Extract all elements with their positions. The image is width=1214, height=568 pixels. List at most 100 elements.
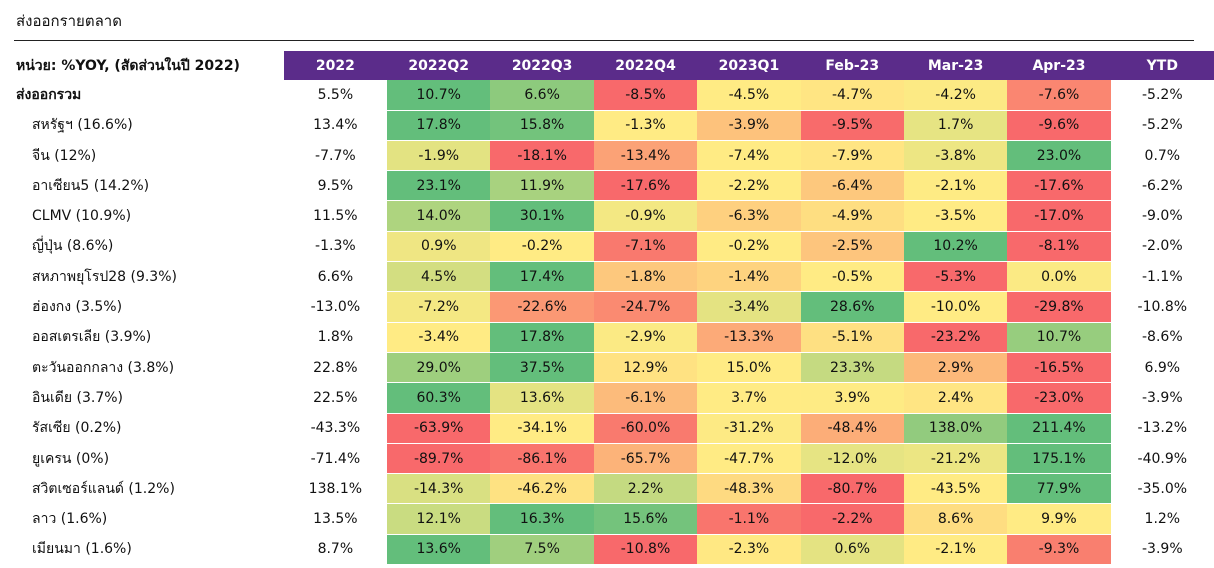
heatmap-cell: -13.3% xyxy=(697,322,801,353)
column-header-2022q2: 2022Q2 xyxy=(387,51,491,81)
heatmap-cell: -0.2% xyxy=(490,231,594,263)
heatmap-cell: -23.0% xyxy=(1007,382,1111,414)
heatmap-cell: 175.1% xyxy=(1007,443,1111,475)
heatmap-cell: 13.6% xyxy=(387,534,491,566)
page-title: ส่งออกรายตลาด xyxy=(16,12,122,30)
table-row: ญี่ปุ่น (8.6%) -1.3% 0.9% -0.2% -7.1% -0.2% -2… xyxy=(12,231,1214,263)
heatmap-cell: -6.3% xyxy=(697,200,801,232)
heatmap-cell: 15.6% xyxy=(593,503,698,535)
row-label: เมียนมา (1.6%) xyxy=(32,541,132,558)
value-cell: 9.5% xyxy=(317,177,354,194)
value-cell: -71.4% xyxy=(310,450,361,467)
value-cell: 22.8% xyxy=(313,359,358,376)
heatmap-cell: 3.9% xyxy=(800,382,904,414)
heatmap-cell: 0.9% xyxy=(387,231,491,263)
table-row: สหภาพยุโรป28 (9.3%) 6.6% 4.5% 17.4% -1.8% -1.… xyxy=(12,261,1214,293)
heatmap-cell: -89.7% xyxy=(387,443,491,475)
heatmap-cell: 28.6% xyxy=(800,291,904,323)
column-header-feb-23: Feb-23 xyxy=(800,51,904,81)
row-label: CLMV (10.9%) xyxy=(32,208,132,225)
table-body: ส่งออกรวม 5.5% 10.7% 6.6% -8.5% -4.5% -4.7% -4.… xyxy=(12,80,1214,566)
column-header-2023q1: 2023Q1 xyxy=(697,51,801,81)
value-cell: -6.2% xyxy=(1142,177,1183,194)
value-cell: 8.7% xyxy=(317,541,354,558)
row-label: สหรัฐฯ (16.6%) xyxy=(32,117,133,134)
row-label: ตะวันออกกลาง (3.8%) xyxy=(32,359,175,376)
heatmap-cell: 8.6% xyxy=(903,503,1008,535)
value-cell: -9.0% xyxy=(1142,208,1183,225)
table-row: ลาว (1.6%) 13.5% 12.1% 16.3% 15.6% -1.1% -2.2%… xyxy=(12,503,1214,535)
column-header-2022q3: 2022Q3 xyxy=(490,51,594,81)
heatmap-cell: 14.0% xyxy=(387,200,491,232)
heatmap-cell: 10.7% xyxy=(1007,322,1111,353)
value-cell: -7.7% xyxy=(315,147,356,164)
heatmap-cell: -1.3% xyxy=(593,110,698,141)
heatmap-cell: -10.0% xyxy=(903,291,1008,323)
heatmap-cell: -7.9% xyxy=(800,140,904,172)
heatmap-cell: -8.1% xyxy=(1007,231,1111,263)
heatmap-cell: -0.5% xyxy=(800,261,904,293)
heatmap-cell: -48.4% xyxy=(800,413,904,444)
unit-label: หน่วย: %YOY, (สัดส่วนในปี 2022) xyxy=(16,57,240,74)
heatmap-cell: -31.2% xyxy=(697,413,801,444)
heatmap-cell: -7.1% xyxy=(593,231,698,263)
heatmap-cell: -8.5% xyxy=(593,80,698,111)
heatmap-cell: -17.6% xyxy=(593,170,698,202)
row-label: อาเซียน5 (14.2%) xyxy=(32,177,150,194)
heatmap-cell: -43.5% xyxy=(903,473,1008,505)
heatmap-cell: 15.0% xyxy=(697,352,801,384)
value-cell: 1.8% xyxy=(317,329,354,346)
heatmap-cell: -63.9% xyxy=(387,413,491,444)
heatmap-cell: -5.3% xyxy=(903,261,1008,293)
value-cell: -13.2% xyxy=(1137,420,1188,437)
row-label: อินเดีย (3.7%) xyxy=(32,389,123,406)
heatmap-cell: 23.1% xyxy=(387,170,491,202)
heatmap-cell: -4.5% xyxy=(697,80,801,111)
value-cell: -40.9% xyxy=(1137,450,1188,467)
value-cell: 6.6% xyxy=(317,268,354,285)
heatmap-cell: -24.7% xyxy=(593,291,698,323)
heatmap-cell: 0.0% xyxy=(1007,261,1111,293)
heatmap-cell: -23.2% xyxy=(903,322,1008,353)
row-label: จีน (12%) xyxy=(32,147,97,164)
column-header-ytd: YTD xyxy=(1110,51,1214,81)
heatmap-cell: 9.9% xyxy=(1007,503,1111,535)
heatmap-cell: 211.4% xyxy=(1007,413,1111,444)
heatmap-cell: -60.0% xyxy=(593,413,698,444)
row-label: ออสเตรเลีย (3.9%) xyxy=(32,329,152,346)
value-cell: 6.9% xyxy=(1144,359,1181,376)
row-label: ญี่ปุ่น (8.6%) xyxy=(32,238,114,255)
table-row: CLMV (10.9%) 11.5% 14.0% 30.1% -0.9% -6.3% -4.… xyxy=(12,200,1214,232)
table-row: สหรัฐฯ (16.6%) 13.4% 17.8% 15.8% -1.3% -3.9% -… xyxy=(12,110,1214,141)
heatmap-cell: -3.5% xyxy=(903,200,1008,232)
heatmap-cell: 15.8% xyxy=(490,110,594,141)
heatmap-cell: -2.2% xyxy=(697,170,801,202)
heatmap-cell: -7.2% xyxy=(387,291,491,323)
export-heatmap-table: หน่วย: %YOY, (สัดส่วนในปี 2022) 2022 202… xyxy=(12,51,1214,566)
heatmap-cell: -29.8% xyxy=(1007,291,1111,323)
heatmap-cell: -22.6% xyxy=(490,291,594,323)
column-header-2022q4: 2022Q4 xyxy=(593,51,698,81)
value-cell: 11.5% xyxy=(313,208,358,225)
row-label: รัสเซีย (0.2%) xyxy=(32,420,122,437)
heatmap-cell: -86.1% xyxy=(490,443,594,475)
value-cell: -2.0% xyxy=(1142,238,1183,255)
value-cell: 22.5% xyxy=(313,389,358,406)
heatmap-cell: -2.1% xyxy=(903,534,1008,566)
heatmap-cell: 17.8% xyxy=(387,110,491,141)
heatmap-cell: -4.2% xyxy=(903,80,1008,111)
heatmap-cell: -12.0% xyxy=(800,443,904,475)
value-cell: -43.3% xyxy=(310,420,361,437)
heatmap-cell: 17.4% xyxy=(490,261,594,293)
heatmap-cell: -3.8% xyxy=(903,140,1008,172)
value-cell: -8.6% xyxy=(1142,329,1183,346)
table-row: ยูเครน (0%) -71.4% -89.7% -86.1% -65.7% -47.7… xyxy=(12,443,1214,475)
row-label: ลาว (1.6%) xyxy=(32,511,108,528)
value-cell: -10.8% xyxy=(1137,299,1188,316)
heatmap-cell: 23.3% xyxy=(800,352,904,384)
column-header-apr-23: Apr-23 xyxy=(1007,51,1111,81)
heatmap-cell: -9.6% xyxy=(1007,110,1111,141)
heatmap-cell: -21.2% xyxy=(903,443,1008,475)
heatmap-cell: -0.9% xyxy=(593,200,698,232)
heatmap-cell: -3.9% xyxy=(697,110,801,141)
